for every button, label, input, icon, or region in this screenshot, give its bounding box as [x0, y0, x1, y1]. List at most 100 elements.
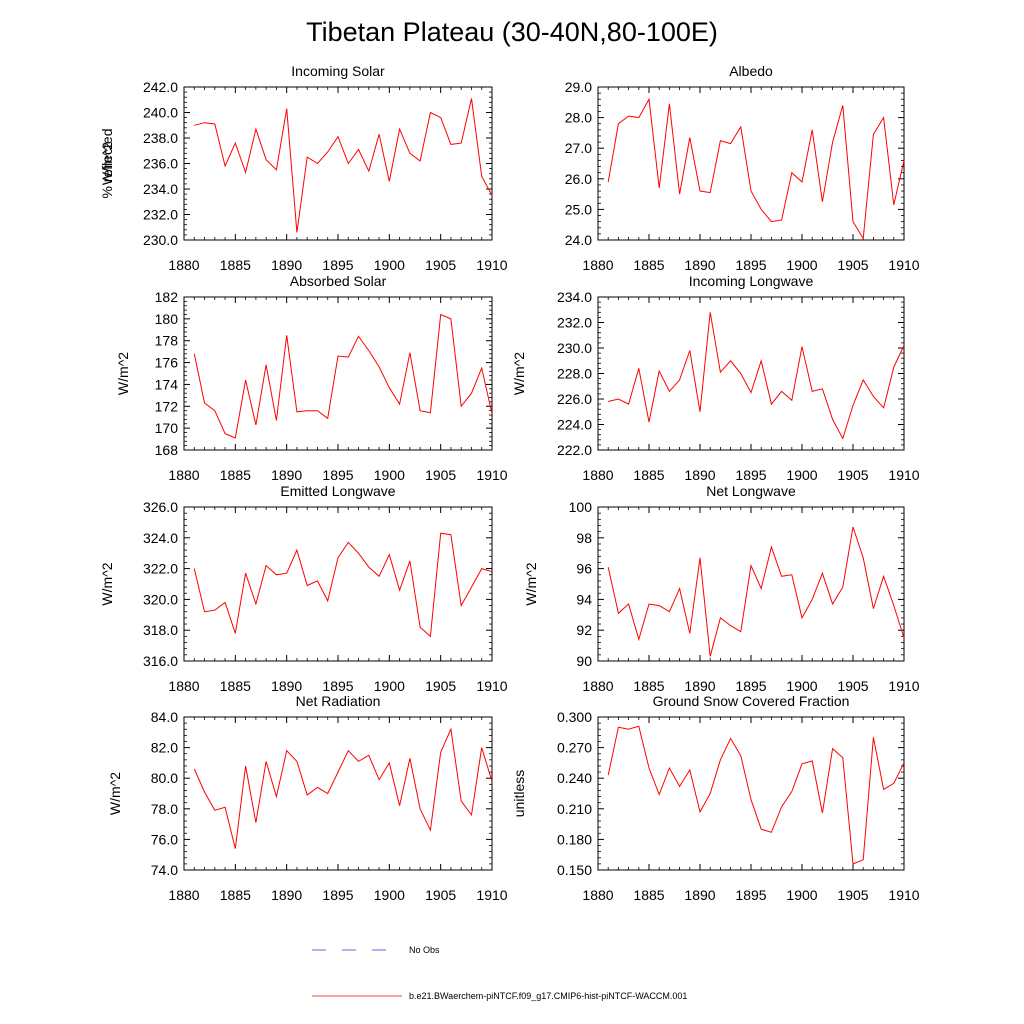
x-tick-label: 1880 — [582, 678, 613, 694]
x-tick-label: 1905 — [837, 467, 868, 483]
y-tick-label: 92 — [576, 622, 592, 638]
x-tick-label: 1910 — [476, 467, 507, 483]
y-tick-label: 84.0 — [151, 709, 178, 725]
y-axis-label: W/m^2 — [115, 352, 131, 395]
x-tick-label: 1900 — [374, 678, 405, 694]
legend-label-no-obs: No Obs — [409, 945, 440, 955]
x-tick-label: 1890 — [684, 257, 715, 273]
x-tick-label: 1880 — [168, 678, 199, 694]
y-tick-label: 82.0 — [151, 740, 178, 756]
y-tick-label: 180 — [155, 311, 179, 327]
plot-frame — [183, 506, 493, 662]
y-tick-label: 98 — [576, 530, 592, 546]
x-tick-label: 1910 — [476, 678, 507, 694]
y-tick-label: 29.0 — [565, 79, 592, 95]
x-tick-label: 1895 — [735, 887, 766, 903]
x-tick-label: 1890 — [271, 678, 302, 694]
chart-panel: Incoming Longwave 1880 1885 1890 1895 1900 190… — [511, 273, 920, 483]
x-tick-label: 1900 — [786, 257, 817, 273]
series-line — [193, 727, 493, 849]
y-tick-label: 96 — [576, 561, 592, 577]
series-line — [193, 532, 493, 638]
y-axis-label: W/m^2 — [107, 772, 123, 815]
y-axis-label: W/m^2 — [99, 142, 115, 185]
y-tick-label: 24.0 — [565, 232, 592, 248]
x-tick-label: 1880 — [168, 887, 199, 903]
panels: Incoming Solar 1880 1885 1890 1895 1900 1905 19… — [99, 63, 920, 903]
x-tick-label: 1905 — [425, 467, 456, 483]
x-tick-label: 1895 — [322, 887, 353, 903]
x-tick-label: 1900 — [374, 257, 405, 273]
y-tick-label: 100 — [569, 499, 593, 515]
x-tick-label: 1880 — [582, 887, 613, 903]
chart-panel: Net Longwave 1880 1885 1890 1895 1900 1905 1910… — [523, 483, 920, 694]
x-tick-label: 1890 — [271, 887, 302, 903]
y-tick-label: 178 — [155, 333, 179, 349]
y-tick-label: 76.0 — [151, 831, 178, 847]
y-tick-label: 324.0 — [143, 530, 178, 546]
x-tick-label: 1905 — [425, 257, 456, 273]
series-line — [194, 98, 493, 233]
x-tick-label: 1910 — [476, 887, 507, 903]
y-axis-label: W/m^2 — [99, 562, 115, 605]
x-tick-label: 1895 — [735, 257, 766, 273]
y-tick-label: 170 — [155, 420, 179, 436]
y-tick-label: 27.0 — [565, 140, 592, 156]
x-tick-label: 1910 — [476, 257, 507, 273]
x-tick-label: 1885 — [633, 887, 664, 903]
plot-frame — [597, 716, 905, 871]
x-tick-label: 1895 — [322, 467, 353, 483]
y-tick-label: 228.0 — [557, 366, 592, 382]
x-tick-label: 1885 — [633, 678, 664, 694]
x-tick-label: 1890 — [271, 257, 302, 273]
x-tick-label: 1895 — [735, 467, 766, 483]
y-tick-label: 316.0 — [143, 653, 178, 669]
y-tick-label: 230.0 — [557, 340, 592, 356]
y-tick-label: 0.300 — [557, 709, 592, 725]
y-tick-label: 28.0 — [565, 110, 592, 126]
x-tick-label: 1890 — [271, 467, 302, 483]
y-axis-label: % reflected — [99, 128, 115, 198]
x-tick-label: 1895 — [322, 257, 353, 273]
chart-panel: Ground Snow Covered Fraction 1880 1885 1890… — [511, 693, 920, 903]
series-line — [607, 97, 905, 241]
x-tick-label: 1885 — [633, 257, 664, 273]
y-tick-label: 26.0 — [565, 171, 592, 187]
x-tick-label: 1910 — [888, 678, 919, 694]
x-tick-label: 1910 — [888, 887, 919, 903]
panel-title: Emitted Longwave — [280, 483, 395, 499]
y-tick-label: 0.240 — [557, 770, 592, 786]
panel-title: Absorbed Solar — [290, 273, 387, 289]
x-tick-label: 1885 — [220, 887, 251, 903]
x-tick-label: 1895 — [735, 678, 766, 694]
x-tick-label: 1895 — [322, 678, 353, 694]
y-tick-label: 242.0 — [143, 79, 178, 95]
y-tick-label: 74.0 — [151, 862, 178, 878]
panel-title: Net Radiation — [296, 693, 381, 709]
x-tick-label: 1885 — [220, 678, 251, 694]
y-axis-label: unitless — [511, 770, 527, 817]
panel-title: Net Longwave — [706, 483, 796, 499]
x-tick-label: 1905 — [837, 887, 868, 903]
y-tick-label: 234.0 — [557, 289, 592, 305]
chart-panel: Net Radiation 1880 1885 1890 1895 1900 1905 191… — [107, 693, 508, 903]
panel-title: Incoming Longwave — [689, 273, 814, 289]
y-tick-label: 25.0 — [565, 201, 592, 217]
x-tick-label: 1905 — [425, 887, 456, 903]
y-tick-label: 234.0 — [143, 181, 178, 197]
chart-panel: Incoming Solar 1880 1885 1890 1895 1900 1905 19… — [99, 63, 508, 273]
x-tick-label: 1890 — [684, 887, 715, 903]
panel-title: Incoming Solar — [291, 63, 385, 79]
chart-panel: Emitted Longwave 1880 1885 1890 1895 1900 1905… — [99, 483, 508, 694]
plot-frame — [597, 86, 905, 241]
y-tick-label: 168 — [155, 442, 179, 458]
y-tick-label: 232.0 — [557, 315, 592, 331]
x-tick-label: 1880 — [168, 257, 199, 273]
legend-label-model: b.e21.BWaerchem-piNTCF.f09_g17.CMIP6-his… — [409, 991, 687, 1001]
figure-title: Tibetan Plateau (30-40N,80-100E) — [306, 17, 718, 47]
y-tick-label: 182 — [155, 289, 179, 305]
y-tick-label: 78.0 — [151, 801, 178, 817]
y-tick-label: 224.0 — [557, 417, 592, 433]
plot-frame — [183, 296, 493, 451]
